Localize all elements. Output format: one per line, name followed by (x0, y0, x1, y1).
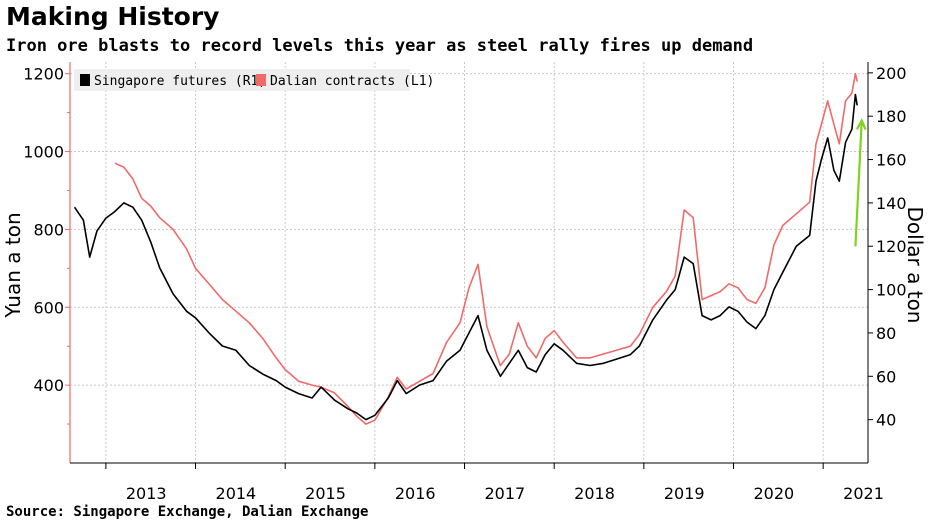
annotation-arrow (854, 120, 863, 247)
source-note: Source: Singapore Exchange, Dalian Excha… (6, 504, 369, 520)
legend-swatch-singapore (80, 74, 90, 86)
legend-label-singapore: Singapore futures (R1) (94, 74, 266, 89)
grid (70, 62, 868, 463)
right-tick-label: 200 (876, 64, 907, 83)
right-tick-label: 100 (876, 281, 907, 300)
left-tick-label: 1200 (23, 65, 64, 84)
x-tick-label: 2015 (305, 484, 346, 503)
legend-label-dalian: Dalian contracts (L1) (270, 74, 434, 89)
right-axis: 40 60 80 100 120 140 160 180 200 (867, 62, 907, 463)
left-tick-label: 1000 (23, 143, 64, 162)
annotation-arrow-head (855, 117, 867, 131)
right-tick-label: 120 (876, 237, 907, 256)
right-tick-label: 60 (876, 367, 896, 386)
right-tick-label: 160 (876, 151, 907, 170)
series-group (73, 72, 858, 425)
x-tick-label: 2016 (395, 484, 436, 503)
left-tick-label: 600 (33, 298, 64, 317)
chart-subtitle: Iron ore blasts to record levels this ye… (6, 36, 754, 56)
right-axis-title: Dollar a ton (903, 207, 927, 324)
left-axis: 400 600 800 1000 1200 (23, 62, 71, 463)
x-tick-label: 2018 (574, 484, 615, 503)
x-axis: 2013 2014 2015 2016 2017 2018 2019 2020 2021 (70, 462, 884, 503)
chart-title: Making History (6, 2, 220, 31)
x-tick-label: 2021 (843, 484, 884, 503)
left-tick-label: 800 (33, 220, 64, 239)
left-axis-title: Yuan a ton (1, 212, 25, 318)
right-tick-label: 140 (876, 194, 907, 213)
right-tick-label: 40 (876, 411, 896, 430)
series-line-dalian (114, 72, 858, 425)
x-tick-label: 2014 (216, 484, 257, 503)
series-line-singapore (73, 93, 858, 421)
x-tick-label: 2017 (485, 484, 526, 503)
x-tick-label: 2019 (664, 484, 705, 503)
legend-swatch-dalian (256, 74, 266, 86)
right-tick-label: 80 (876, 324, 896, 343)
legend: Singapore futures (R1) Dalian contracts … (74, 69, 434, 91)
x-tick-label: 2020 (753, 484, 794, 503)
legend-background (74, 69, 410, 91)
x-tick-label: 2013 (126, 484, 167, 503)
left-tick-label: 400 (33, 376, 64, 395)
annotation-group (854, 117, 867, 247)
right-tick-label: 180 (876, 107, 907, 126)
